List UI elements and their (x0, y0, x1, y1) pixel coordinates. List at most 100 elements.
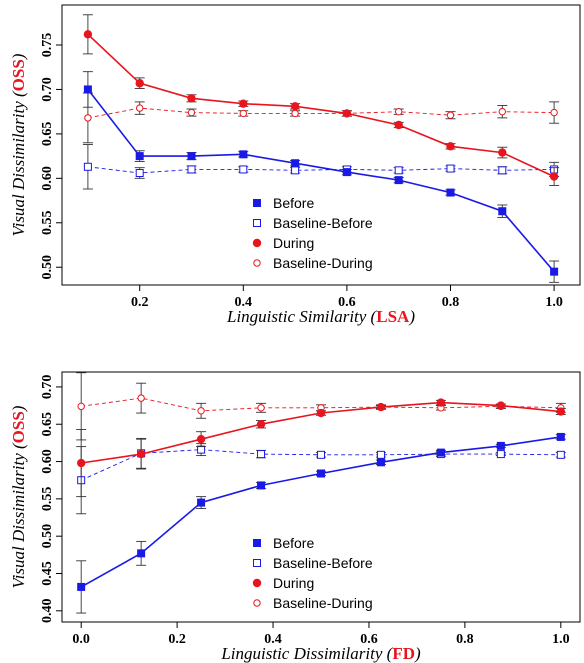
plot-frame (61, 4, 581, 286)
data-point (291, 166, 300, 175)
legend-marker (252, 238, 262, 248)
y-tick-label: 0.65 (40, 412, 55, 437)
data-point (342, 168, 351, 177)
y-axis-label-text: Visual Dissimilarity ( (9, 442, 28, 588)
legend-label: During (273, 235, 314, 251)
legend-marker (252, 578, 262, 588)
data-point (342, 109, 352, 118)
data-point (498, 148, 507, 157)
y-tick-label: 0.70 (40, 375, 55, 400)
y-tick-label: 0.40 (40, 599, 55, 624)
x-axis-label-close: ) (408, 307, 415, 326)
y-tick-label: 0.55 (40, 487, 55, 512)
x-tick-label: 1.0 (552, 632, 570, 647)
data-point (496, 450, 505, 459)
legend-marker (253, 539, 261, 547)
x-tick-label: 0.2 (168, 632, 186, 647)
plot-frame (61, 371, 581, 623)
data-point (239, 165, 248, 174)
legend-label: Baseline-During (273, 595, 373, 611)
y-tick-label: 0.65 (40, 122, 55, 147)
chart-panel-1: 0.2 0.4 0.6 0.8 1.0 0.50 0.55 0.60 0.65 0.70 0.75 L… (9, 4, 581, 326)
x-axis-label-text: Linguistic Dissimilarity ( (220, 644, 393, 663)
data-point (135, 79, 144, 88)
data-point (256, 420, 266, 429)
data-point (137, 549, 146, 558)
data-point (496, 401, 506, 410)
data-point (77, 582, 86, 591)
data-point (550, 267, 559, 276)
series-line (87, 107, 555, 119)
data-point (196, 434, 206, 444)
y-tick-label: 0.50 (40, 524, 55, 549)
data-point (83, 162, 92, 171)
legend-label: Baseline-Before (273, 555, 373, 571)
series-before (76, 432, 566, 614)
x-axis-label-highlight: LSA (376, 307, 410, 326)
x-tick-label: 0.6 (360, 632, 378, 647)
data-point (239, 99, 248, 108)
y-tick-label: 0.75 (40, 33, 55, 58)
y-tick-label: 0.60 (40, 449, 55, 474)
data-point (197, 407, 205, 415)
data-point (187, 94, 196, 103)
data-point (498, 107, 506, 116)
series-line (87, 166, 555, 174)
data-point (76, 458, 86, 468)
series-baseline-during (76, 372, 566, 441)
y-axis-label-text: Visual Dissimilarity ( (9, 90, 28, 236)
data-point (376, 402, 386, 412)
x-tick-label: 0.8 (456, 632, 474, 647)
x-tick-label: 0.0 (72, 632, 90, 647)
data-point (446, 188, 455, 197)
data-point (83, 30, 93, 39)
data-point (496, 441, 505, 450)
x-tick-label: 0.4 (235, 295, 253, 310)
y-axis-label-highlight: OSS (9, 59, 28, 91)
data-point (290, 102, 300, 111)
x-axis-label-text: Linguistic Similarity ( (226, 307, 378, 326)
data-point (291, 109, 299, 118)
data-point (197, 498, 206, 507)
data-point (187, 152, 196, 161)
y-tick-label: 0.45 (40, 561, 55, 586)
x-tick-label: 0.2 (131, 295, 149, 310)
y-axis-label-close: ) (9, 405, 28, 412)
data-point (84, 114, 92, 122)
data-point (549, 172, 559, 181)
x-axis-label: Linguistic Similarity (LSA) (226, 307, 415, 326)
data-point (257, 450, 266, 459)
data-point (77, 402, 85, 411)
x-axis-label-close: ) (414, 644, 421, 663)
legend: Before Baseline-Before During Baseline-Duri… (252, 535, 373, 611)
data-point (291, 159, 300, 168)
legend-label: Before (273, 195, 314, 211)
y-axis-label: Visual Dissimilarity (OSS) (9, 405, 28, 588)
data-point (197, 445, 206, 454)
series-baseline-during (82, 92, 560, 144)
data-point (436, 448, 445, 457)
legend-marker (253, 599, 261, 607)
series-line (87, 33, 555, 178)
data-point (556, 407, 566, 416)
data-point (376, 450, 385, 459)
data-point (239, 150, 248, 159)
data-point (556, 450, 565, 459)
data-point (446, 164, 455, 173)
data-point (395, 107, 403, 116)
chart-panel-2: 0.0 0.2 0.4 0.6 0.8 1.0 0.40 0.45 0.50 0.55 0.60 0.… (9, 371, 581, 663)
data-point (436, 398, 446, 407)
y-axis-label-close: ) (9, 53, 28, 60)
y-tick-label: 0.60 (40, 166, 55, 191)
data-point (394, 176, 403, 185)
x-tick-label: 0.8 (442, 295, 460, 310)
data-point (317, 469, 325, 478)
y-tick-label: 0.70 (40, 77, 55, 102)
x-axis-label-highlight: FD (392, 644, 415, 663)
data-point (239, 109, 248, 118)
data-point (135, 169, 144, 177)
legend-label: Baseline-During (273, 255, 373, 271)
data-point (446, 142, 455, 151)
data-point (550, 108, 558, 117)
